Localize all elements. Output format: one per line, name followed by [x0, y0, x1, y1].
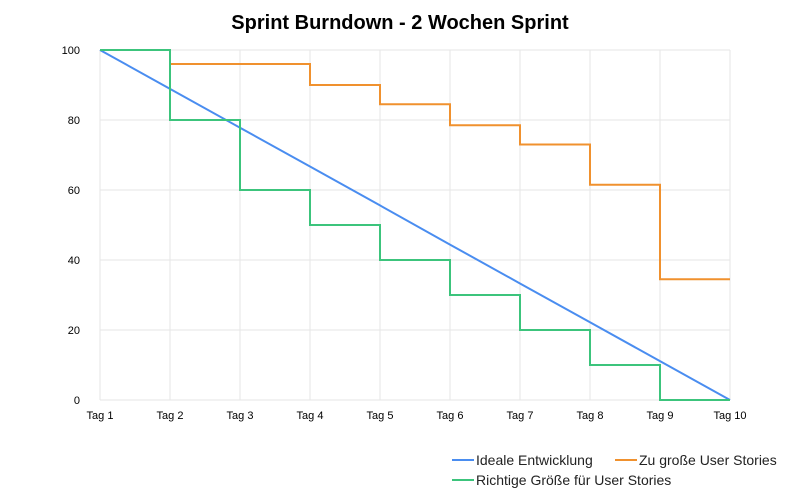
y-tick-label: 20	[68, 325, 80, 337]
x-tick-label: Tag 2	[157, 410, 184, 422]
chart-legend: Ideale Entwicklung Zu große User Stories R…	[452, 452, 777, 488]
series-line-1	[99, 49, 731, 401]
axis-layer: 0 20 40 60 80 100 Tag 1 Tag 2 Tag 3 Tag 4 Tag 5 Tag…	[62, 45, 747, 422]
y-tick-label: 0	[74, 395, 80, 407]
x-tick-label: Tag 5	[367, 410, 394, 422]
x-tick-label: Tag 10	[713, 410, 746, 422]
legend-label: Richtige Größe für User Stories	[476, 472, 671, 488]
x-tick-label: Tag 4	[297, 410, 324, 422]
y-tick-label: 100	[62, 45, 80, 57]
x-tick-label: Tag 1	[87, 410, 114, 422]
x-tick-label: Tag 9	[647, 410, 674, 422]
y-tick-label: 60	[68, 185, 80, 197]
x-tick-label: Tag 6	[437, 410, 464, 422]
y-tick-label: 40	[68, 255, 80, 267]
legend-label: Ideale Entwicklung	[476, 452, 593, 468]
chart-title: Sprint Burndown - 2 Wochen Sprint	[231, 12, 569, 34]
series-layer	[99, 49, 731, 401]
y-tick-label: 80	[68, 115, 80, 127]
series-line-2	[100, 49, 730, 281]
legend-label: Zu große User Stories	[639, 452, 777, 468]
x-tick-label: Tag 8	[577, 410, 604, 422]
series-line-3	[100, 49, 730, 401]
x-tick-label: Tag 7	[507, 410, 534, 422]
x-tick-label: Tag 3	[227, 410, 254, 422]
